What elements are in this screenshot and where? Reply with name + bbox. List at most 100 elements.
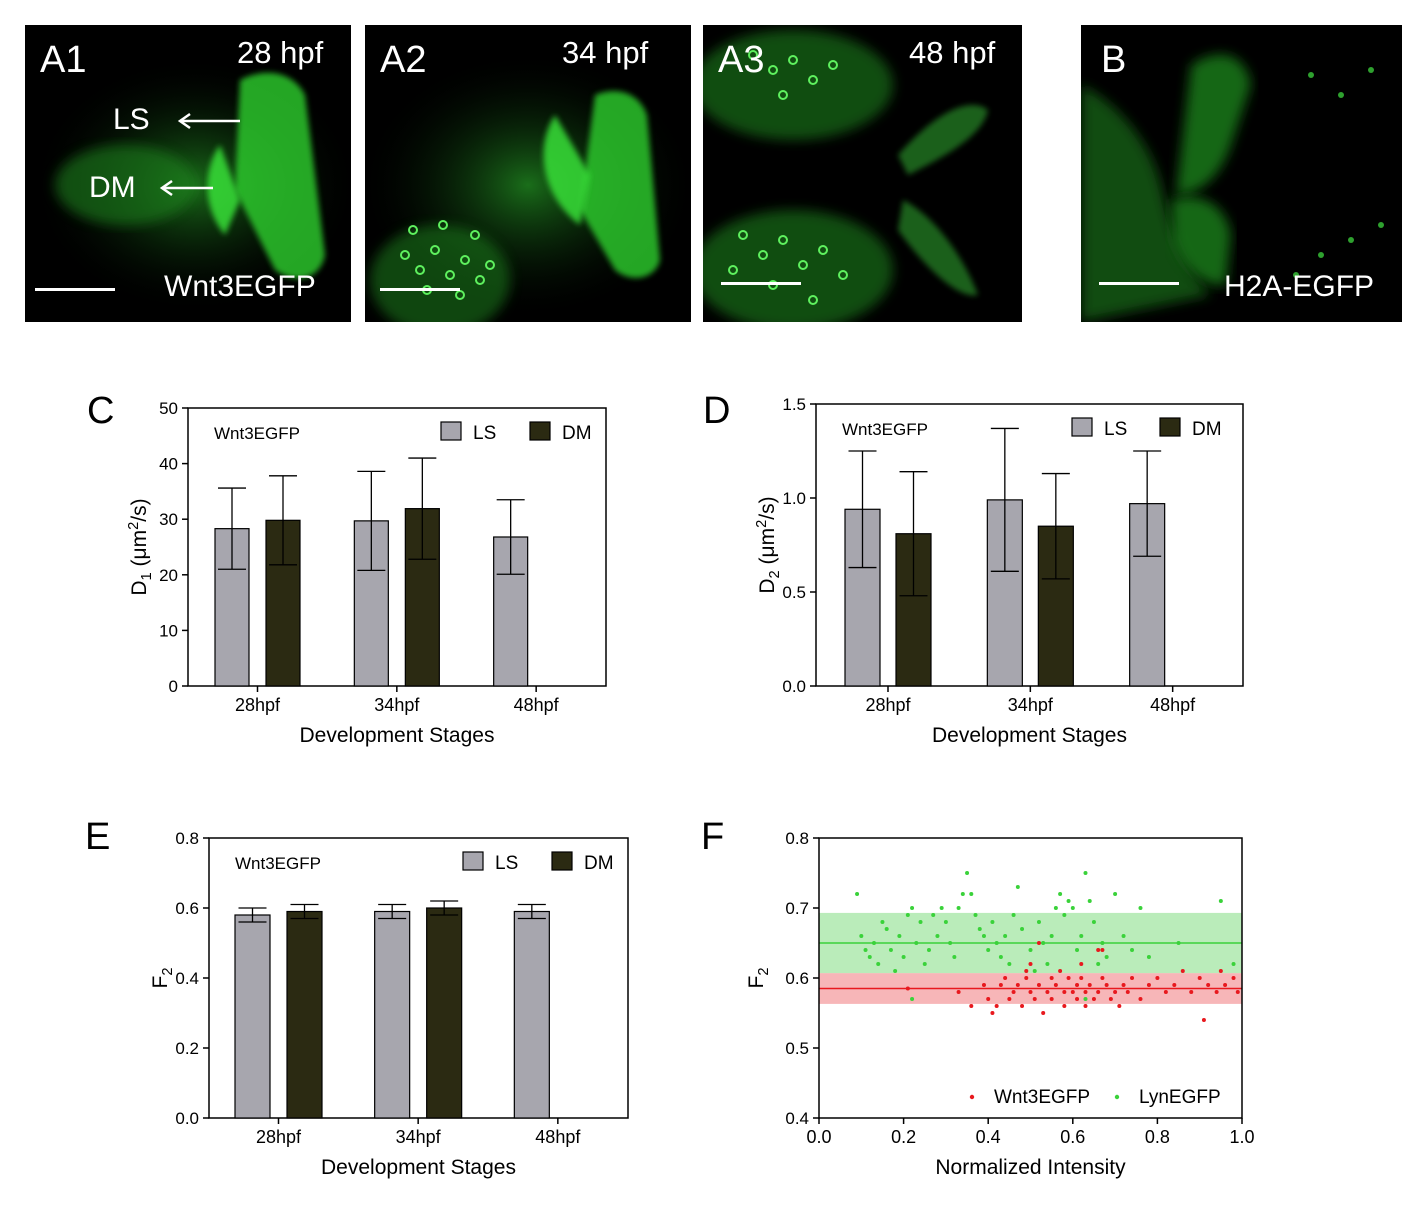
y-tick-label: 0.8: [785, 829, 809, 848]
y-tick-label: 10: [159, 621, 178, 640]
x-tick-label: 34hpf: [374, 695, 420, 715]
image-panel-b: B H2A-EGFP: [1081, 25, 1402, 322]
point-wnt3egfp: [990, 1011, 995, 1015]
legend-label-ls: LS: [1104, 419, 1127, 440]
point-lynegfp: [1176, 941, 1181, 945]
point-wnt3egfp: [1011, 990, 1016, 994]
point-wnt3egfp: [969, 1004, 974, 1008]
point-lynegfp: [1075, 948, 1080, 952]
y-tick-label: 0.6: [785, 969, 809, 988]
legend-label-dm: DM: [562, 423, 592, 444]
legend-label-ls: LS: [473, 423, 496, 444]
y-tick-label: 0.0: [175, 1109, 199, 1128]
y-axis-label: F2: [745, 968, 772, 989]
point-wnt3egfp: [1015, 983, 1020, 987]
y-tick-label: 0: [169, 677, 178, 696]
point-lynegfp: [998, 955, 1003, 959]
legend-swatch-ls: [440, 421, 462, 441]
point-lynegfp: [922, 962, 927, 966]
legend-label-dm: DM: [584, 853, 614, 874]
point-wnt3egfp: [1028, 962, 1033, 966]
point-lynegfp: [901, 955, 906, 959]
y-tick-label: 0.8: [175, 829, 199, 848]
point-lynegfp: [1113, 892, 1118, 896]
point-wnt3egfp: [1163, 990, 1168, 994]
y-tick-label: 20: [159, 566, 178, 585]
point-wnt3egfp: [1079, 976, 1084, 980]
a2-fluorescence-image: [365, 50, 691, 322]
point-wnt3egfp: [1075, 983, 1080, 987]
point-wnt3egfp: [1083, 1004, 1088, 1008]
legend-swatch-dm: [551, 851, 573, 871]
stage-label-34hpf: 34 hpf: [562, 35, 649, 70]
point-lynegfp: [1100, 941, 1105, 945]
point-lynegfp: [897, 934, 902, 938]
point-lynegfp: [888, 948, 893, 952]
point-lynegfp: [1083, 871, 1088, 875]
x-tick-label: 0.4: [976, 1127, 1001, 1147]
point-lynegfp: [935, 934, 940, 938]
inset-label: Wnt3EGFP: [214, 424, 300, 443]
bar-ls-48hpf: [513, 910, 550, 1119]
point-wnt3egfp: [1032, 997, 1037, 1001]
panel-label-b: B: [1101, 39, 1127, 81]
point-lynegfp: [1079, 934, 1084, 938]
image-panel-a3: A3 48 hpf: [703, 25, 1022, 322]
legend-label-dm: DM: [1192, 419, 1222, 440]
point-wnt3egfp: [1146, 983, 1151, 987]
point-wnt3egfp: [1100, 948, 1105, 952]
point-wnt3egfp: [1206, 983, 1211, 987]
point-lynegfp: [914, 941, 919, 945]
point-lynegfp: [1020, 927, 1025, 931]
x-axis-label: Development Stages: [300, 724, 495, 747]
point-wnt3egfp: [1121, 983, 1126, 987]
point-wnt3egfp: [1045, 990, 1050, 994]
point-wnt3egfp: [1066, 976, 1071, 980]
inset-label: Wnt3EGFP: [235, 854, 321, 873]
point-lynegfp: [867, 955, 872, 959]
point-lynegfp: [1015, 885, 1020, 889]
point-wnt3egfp: [1036, 941, 1041, 945]
point-lynegfp: [990, 920, 995, 924]
x-tick-label: 28hpf: [865, 695, 911, 715]
point-lynegfp: [931, 913, 936, 917]
point-lynegfp: [1146, 955, 1151, 959]
y-axis-label: D2 (μm2/s): [754, 496, 783, 593]
point-wnt3egfp: [1155, 976, 1160, 980]
point-lynegfp: [1049, 934, 1054, 938]
x-tick-label: 0.2: [891, 1127, 916, 1147]
y-axis-label: F2: [149, 968, 176, 989]
legend-label-ls: LS: [495, 853, 518, 874]
point-lynegfp: [1070, 906, 1075, 910]
y-tick-label: 50: [159, 399, 178, 418]
point-wnt3egfp: [1062, 990, 1067, 994]
marker-label-wnt3egfp: Wnt3EGFP: [164, 270, 316, 303]
bar-dm-34hpf: [1037, 525, 1074, 687]
point-lynegfp: [1138, 906, 1143, 910]
point-lynegfp: [863, 948, 868, 952]
point-lynegfp: [910, 906, 915, 910]
point-wnt3egfp: [1075, 997, 1080, 1001]
point-lynegfp: [1130, 948, 1135, 952]
point-wnt3egfp: [1130, 976, 1135, 980]
point-wnt3egfp: [1062, 1004, 1067, 1008]
point-lynegfp: [1218, 899, 1223, 903]
y-tick-label: 40: [159, 455, 178, 474]
point-lynegfp: [1231, 962, 1236, 966]
image-panel-a2: A2 34 hpf: [365, 25, 691, 322]
panel-letter-d: D: [703, 390, 731, 432]
x-tick-label: 0.6: [1060, 1127, 1085, 1147]
point-lynegfp: [1091, 920, 1096, 924]
point-wnt3egfp: [1180, 969, 1185, 973]
point-wnt3egfp: [1024, 969, 1029, 973]
point-wnt3egfp: [1189, 990, 1194, 994]
point-wnt3egfp: [1020, 1004, 1025, 1008]
bar-ls-28hpf: [234, 914, 271, 1119]
point-wnt3egfp: [998, 983, 1003, 987]
legend-swatch-dm: [529, 421, 551, 441]
point-lynegfp: [1087, 899, 1092, 903]
point-wnt3egfp: [1197, 976, 1202, 980]
point-lynegfp: [1007, 962, 1012, 966]
point-wnt3egfp: [1214, 990, 1219, 994]
